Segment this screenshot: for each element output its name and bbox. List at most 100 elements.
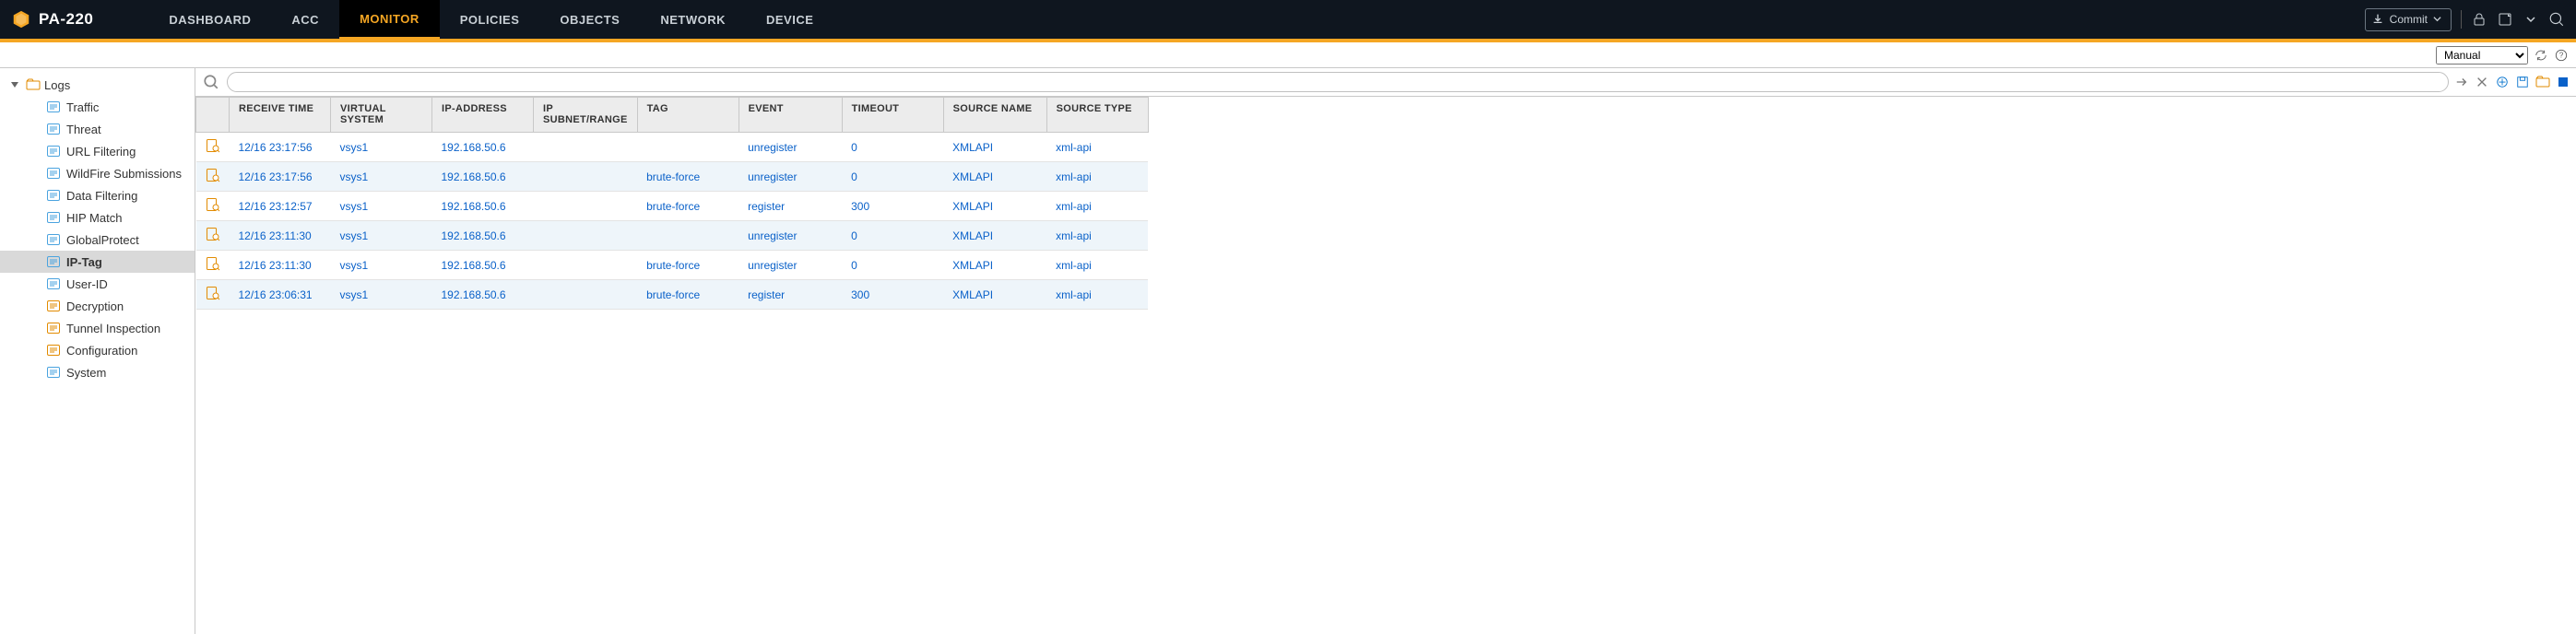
cell-src_name[interactable]: XMLAPI [943,221,1046,251]
cell-receive_time[interactable]: 12/16 23:06:31 [230,280,331,310]
sidebar-group-logs[interactable]: Logs [0,74,195,96]
cell-event[interactable]: unregister [739,133,842,162]
chevron-down-small-icon[interactable] [2523,11,2539,28]
table-row[interactable]: 12/16 23:11:30vsys1192.168.50.6brute-for… [196,251,1149,280]
row-detail-cell[interactable] [196,221,230,251]
export-icon[interactable] [2556,75,2570,89]
nav-tab-objects[interactable]: OBJECTS [539,0,640,39]
tasks-icon[interactable] [2497,11,2513,28]
cell-event[interactable]: register [739,192,842,221]
sidebar-item-hip-match[interactable]: HIP Match [0,206,195,229]
cell-receive_time[interactable]: 12/16 23:17:56 [230,133,331,162]
cell-src_name[interactable]: XMLAPI [943,133,1046,162]
sidebar-item-user-id[interactable]: User-ID [0,273,195,295]
refresh-mode-select[interactable]: Manual [2436,46,2528,65]
cell-src_type[interactable]: xml-api [1046,162,1148,192]
save-filter-icon[interactable] [2515,75,2530,89]
sidebar-item-threat[interactable]: Threat [0,118,195,140]
cell-subnet[interactable] [534,133,638,162]
cell-src_name[interactable]: XMLAPI [943,251,1046,280]
cell-receive_time[interactable]: 12/16 23:11:30 [230,221,331,251]
cell-receive_time[interactable]: 12/16 23:11:30 [230,251,331,280]
cell-subnet[interactable] [534,280,638,310]
sidebar-item-url-filtering[interactable]: URL Filtering [0,140,195,162]
cell-src_type[interactable]: xml-api [1046,251,1148,280]
cell-vsys[interactable]: vsys1 [331,280,432,310]
nav-tab-acc[interactable]: ACC [271,0,339,39]
cell-src_type[interactable]: xml-api [1046,192,1148,221]
col-header[interactable]: IP SUBNET/RANGE [534,98,638,133]
clear-filter-icon[interactable] [2475,75,2489,89]
nav-tab-network[interactable]: NETWORK [640,0,746,39]
col-header[interactable]: TIMEOUT [842,98,943,133]
cell-event[interactable]: unregister [739,251,842,280]
nav-tab-dashboard[interactable]: DASHBOARD [148,0,271,39]
col-header[interactable]: TAG [637,98,739,133]
sidebar-item-decryption[interactable]: Decryption [0,295,195,317]
cell-src_name[interactable]: XMLAPI [943,280,1046,310]
cell-subnet[interactable] [534,162,638,192]
cell-ip[interactable]: 192.168.50.6 [432,280,534,310]
cell-vsys[interactable]: vsys1 [331,162,432,192]
cell-timeout[interactable]: 0 [842,133,943,162]
nav-tab-policies[interactable]: POLICIES [440,0,540,39]
cell-timeout[interactable]: 0 [842,162,943,192]
cell-event[interactable]: unregister [739,162,842,192]
row-detail-cell[interactable] [196,280,230,310]
sidebar-item-globalprotect[interactable]: GlobalProtect [0,229,195,251]
apply-filter-icon[interactable] [2454,75,2469,89]
cell-event[interactable]: unregister [739,221,842,251]
cell-src_name[interactable]: XMLAPI [943,162,1046,192]
row-detail-cell[interactable] [196,133,230,162]
cell-tag[interactable] [637,221,739,251]
cell-tag[interactable]: brute-force [637,162,739,192]
cell-vsys[interactable]: vsys1 [331,251,432,280]
col-header[interactable]: SOURCE TYPE [1046,98,1148,133]
cell-timeout[interactable]: 0 [842,221,943,251]
cell-subnet[interactable] [534,221,638,251]
add-filter-icon[interactable] [2495,75,2510,89]
load-filter-icon[interactable] [2535,75,2550,89]
col-header[interactable] [196,98,230,133]
row-detail-cell[interactable] [196,251,230,280]
sidebar-item-ip-tag[interactable]: IP-Tag [0,251,195,273]
refresh-icon[interactable] [2534,48,2548,63]
cell-src_type[interactable]: xml-api [1046,133,1148,162]
cell-event[interactable]: register [739,280,842,310]
sidebar-item-system[interactable]: System [0,361,195,383]
cell-tag[interactable] [637,133,739,162]
lock-icon[interactable] [2471,11,2487,28]
cell-src_type[interactable]: xml-api [1046,221,1148,251]
sidebar-item-configuration[interactable]: Configuration [0,339,195,361]
cell-ip[interactable]: 192.168.50.6 [432,221,534,251]
cell-src_name[interactable]: XMLAPI [943,192,1046,221]
cell-timeout[interactable]: 0 [842,251,943,280]
search-icon[interactable] [2548,11,2565,28]
cell-ip[interactable]: 192.168.50.6 [432,133,534,162]
cell-tag[interactable]: brute-force [637,280,739,310]
col-header[interactable]: IP-ADDRESS [432,98,534,133]
cell-ip[interactable]: 192.168.50.6 [432,192,534,221]
sidebar-item-traffic[interactable]: Traffic [0,96,195,118]
nav-tab-device[interactable]: DEVICE [746,0,833,39]
cell-receive_time[interactable]: 12/16 23:12:57 [230,192,331,221]
filter-input[interactable] [227,72,2449,92]
cell-receive_time[interactable]: 12/16 23:17:56 [230,162,331,192]
cell-subnet[interactable] [534,192,638,221]
cell-timeout[interactable]: 300 [842,192,943,221]
cell-tag[interactable]: brute-force [637,251,739,280]
col-header[interactable]: SOURCE NAME [943,98,1046,133]
sidebar-item-tunnel-inspection[interactable]: Tunnel Inspection [0,317,195,339]
cell-timeout[interactable]: 300 [842,280,943,310]
table-row[interactable]: 12/16 23:06:31vsys1192.168.50.6 brute-for… [196,280,1149,310]
nav-tab-monitor[interactable]: MONITOR [339,0,440,39]
sidebar-item-wildfire-submissions[interactable]: WildFire Submissions [0,162,195,184]
col-header[interactable]: VIRTUAL SYSTEM [331,98,432,133]
table-row[interactable]: 12/16 23:11:30vsys1192.168.50.6 unregiste… [196,221,1149,251]
cell-src_type[interactable]: xml-api [1046,280,1148,310]
sidebar-item-data-filtering[interactable]: Data Filtering [0,184,195,206]
cell-vsys[interactable]: vsys1 [331,221,432,251]
row-detail-cell[interactable] [196,192,230,221]
cell-ip[interactable]: 192.168.50.6 [432,162,534,192]
row-detail-cell[interactable] [196,162,230,192]
